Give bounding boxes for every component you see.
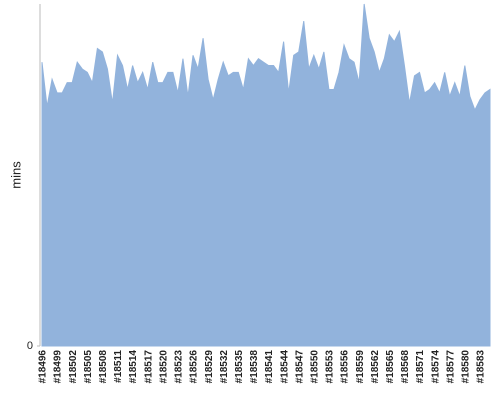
x-tick-label: #18511: [113, 350, 124, 383]
x-tick-label: #18505: [83, 350, 94, 384]
x-tick-label: #18583: [476, 350, 487, 384]
x-tick-label: #18574: [430, 350, 441, 384]
y-tick-label: 0: [27, 340, 33, 352]
x-tick-label: #18562: [370, 350, 381, 384]
x-tick-label: #18565: [385, 350, 396, 384]
x-tick-label: #18550: [309, 350, 320, 384]
x-tick-label: #18523: [174, 350, 185, 384]
x-tick-label: #18499: [53, 350, 64, 384]
x-tick-label: #18547: [294, 350, 305, 384]
x-tick-label: #18559: [355, 350, 366, 384]
x-tick-label: #18502: [68, 350, 79, 384]
x-tick-label: #18577: [445, 350, 456, 384]
x-tick-label: #18535: [234, 350, 245, 384]
x-tick-label: #18529: [204, 350, 215, 384]
x-tick-label: #18508: [98, 350, 109, 384]
y-axis-label: mins: [8, 161, 23, 189]
x-tick-label: #18541: [264, 350, 275, 384]
x-tick-label: #18556: [340, 350, 351, 384]
area: [41, 3, 491, 347]
x-tick-label: #18514: [128, 350, 139, 384]
x-tick-label: #18526: [189, 350, 200, 384]
x-tick-label: #18580: [460, 350, 471, 384]
x-tick-label: #18571: [415, 350, 426, 384]
x-tick-label: #18544: [279, 350, 290, 384]
x-tick-label: #18568: [400, 350, 411, 384]
x-tick-label: #18520: [158, 350, 169, 384]
x-tick-label: #18538: [249, 350, 260, 384]
x-tick-label: #18496: [38, 350, 49, 384]
x-tick-label: #18517: [143, 350, 154, 384]
x-tick-label: #18532: [219, 350, 230, 384]
x-tick-label: #18553: [325, 350, 336, 384]
